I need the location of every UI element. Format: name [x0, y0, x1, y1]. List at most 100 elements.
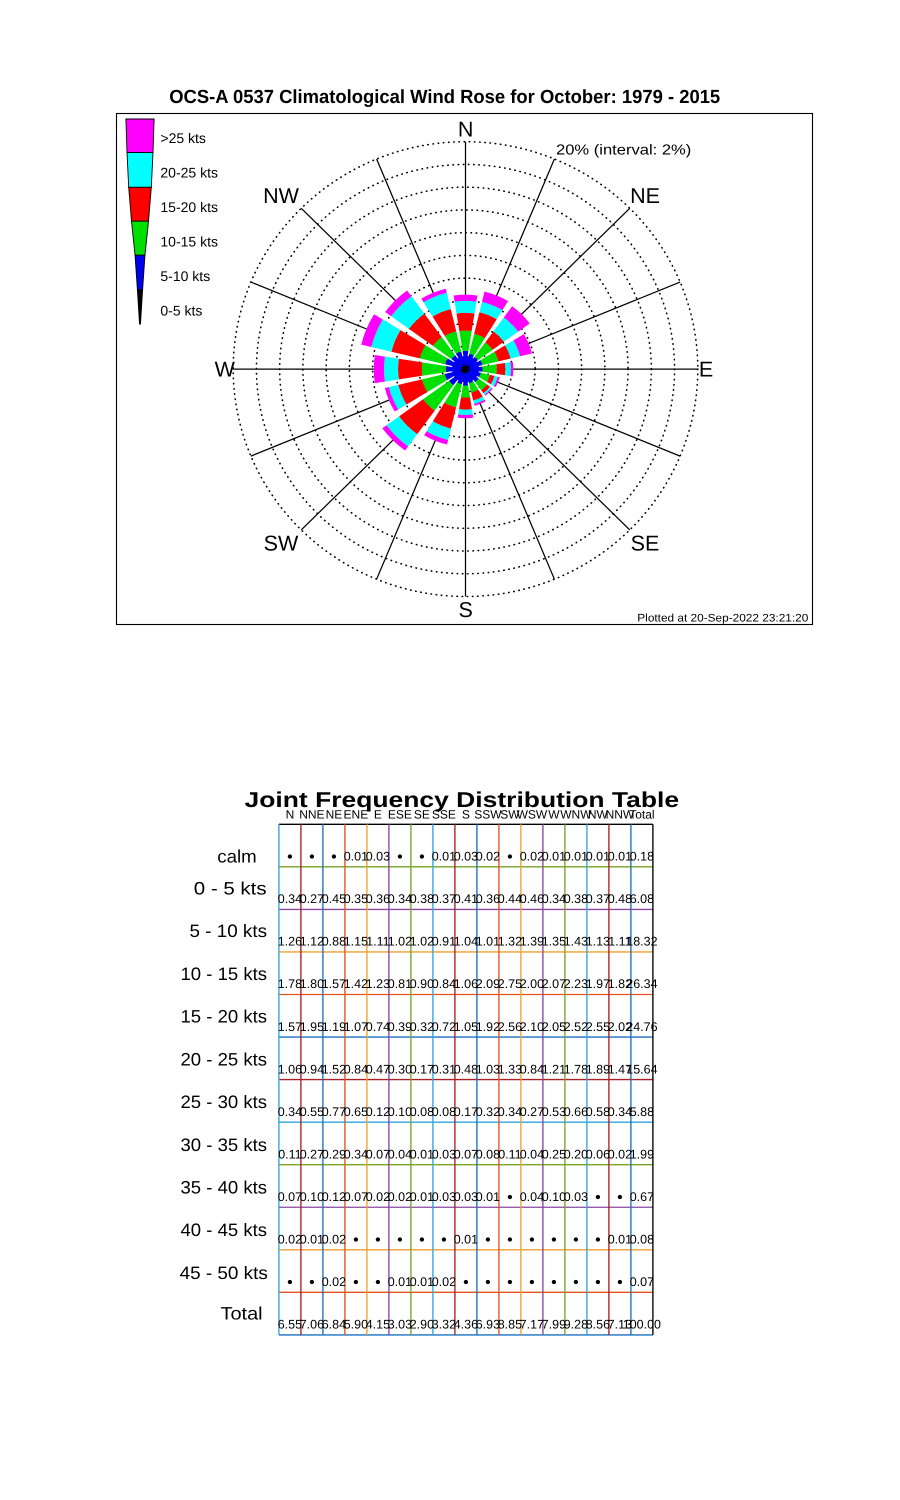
svg-text:0.17: 0.17 [454, 1105, 478, 1119]
svg-text:0.48: 0.48 [454, 1062, 478, 1076]
svg-text:0.65: 0.65 [344, 1105, 368, 1119]
svg-text:24.76: 24.76 [626, 1020, 657, 1034]
svg-text:20 - 25 kts: 20 - 25 kts [181, 1049, 268, 1069]
svg-text:0.08: 0.08 [630, 1233, 654, 1247]
svg-text:1.95: 1.95 [300, 1020, 324, 1034]
svg-text:1.78: 1.78 [278, 977, 302, 991]
svg-text:0.02: 0.02 [520, 850, 544, 864]
svg-text:0.84: 0.84 [344, 1062, 368, 1076]
svg-text:NNW: NNW [606, 808, 635, 822]
svg-text:9.28: 9.28 [564, 1318, 588, 1332]
svg-text:2.00: 2.00 [520, 977, 544, 991]
svg-text:0.44: 0.44 [498, 892, 522, 906]
svg-text:7.13: 7.13 [608, 1318, 632, 1332]
svg-text:10-15 kts: 10-15 kts [160, 234, 218, 250]
svg-text:1.06: 1.06 [454, 977, 478, 991]
svg-text:0.04: 0.04 [520, 1147, 544, 1161]
svg-text:0.01: 0.01 [608, 1233, 632, 1247]
svg-text:0.02: 0.02 [366, 1190, 390, 1204]
svg-text:NE: NE [630, 184, 660, 208]
svg-text:0.01: 0.01 [344, 850, 368, 864]
svg-text:0.27: 0.27 [300, 892, 324, 906]
svg-text:26.34: 26.34 [626, 977, 657, 991]
svg-text:0.48: 0.48 [608, 892, 632, 906]
svg-text:30 - 35 kts: 30 - 35 kts [181, 1135, 268, 1155]
svg-text:1.19: 1.19 [322, 1020, 346, 1034]
svg-text:6.84: 6.84 [322, 1318, 346, 1332]
svg-text:5.90: 5.90 [344, 1318, 368, 1332]
svg-text:0.01: 0.01 [388, 1275, 412, 1289]
svg-text:25 - 30 kts: 25 - 30 kts [181, 1092, 268, 1112]
svg-text:E: E [699, 358, 713, 382]
svg-text:0.47: 0.47 [366, 1062, 390, 1076]
svg-text:0.11: 0.11 [498, 1147, 521, 1161]
svg-text:0.08: 0.08 [432, 1105, 456, 1119]
svg-text:1.82: 1.82 [608, 977, 632, 991]
svg-text:45 - 50 kts: 45 - 50 kts [180, 1263, 268, 1283]
svg-text:SSW: SSW [474, 808, 502, 822]
svg-text:4.36: 4.36 [454, 1318, 478, 1332]
svg-text:0.01: 0.01 [432, 850, 456, 864]
svg-text:1.23: 1.23 [366, 977, 390, 991]
svg-text:10 - 15 kts: 10 - 15 kts [181, 964, 268, 984]
svg-text:Joint Frequency Distribution T: Joint Frequency Distribution Table [245, 788, 680, 812]
svg-text:1.52: 1.52 [322, 1062, 346, 1076]
svg-text:WSW: WSW [517, 808, 548, 822]
svg-text:0.02: 0.02 [388, 1190, 412, 1204]
svg-text:0.27: 0.27 [520, 1105, 544, 1119]
svg-text:S: S [459, 598, 473, 622]
svg-text:>25 kts: >25 kts [160, 130, 206, 146]
svg-text:0.01: 0.01 [542, 850, 566, 864]
svg-text:0.03: 0.03 [564, 1190, 588, 1204]
svg-text:0.32: 0.32 [410, 1020, 434, 1034]
svg-text:1.80: 1.80 [300, 977, 324, 991]
svg-text:15-20 kts: 15-20 kts [160, 199, 218, 215]
svg-text:E: E [374, 808, 382, 822]
svg-text:0.37: 0.37 [586, 892, 610, 906]
svg-text:0.90: 0.90 [410, 977, 434, 991]
svg-text:0.55: 0.55 [300, 1105, 324, 1119]
svg-text:1.05: 1.05 [454, 1020, 478, 1034]
svg-text:0.07: 0.07 [630, 1275, 654, 1289]
svg-text:0.07: 0.07 [454, 1147, 478, 1161]
svg-text:0-5 kts: 0-5 kts [160, 302, 202, 318]
svg-text:NW: NW [263, 184, 300, 208]
svg-text:0.31: 0.31 [432, 1062, 456, 1076]
svg-text:1.99: 1.99 [630, 1147, 654, 1161]
svg-text:1.12: 1.12 [300, 935, 324, 949]
svg-text:3.03: 3.03 [388, 1318, 412, 1332]
svg-text:SE: SE [631, 532, 660, 556]
svg-text:0.10: 0.10 [300, 1190, 324, 1204]
svg-text:100.00: 100.00 [623, 1318, 661, 1332]
svg-text:0.27: 0.27 [300, 1147, 324, 1161]
svg-text:6.55: 6.55 [278, 1318, 302, 1332]
svg-text:15.64: 15.64 [626, 1062, 657, 1076]
svg-text:Total: Total [629, 808, 654, 822]
svg-text:0.39: 0.39 [388, 1020, 412, 1034]
svg-text:2.05: 2.05 [542, 1020, 566, 1034]
svg-text:SW: SW [500, 808, 520, 822]
svg-text:S: S [462, 808, 470, 822]
svg-text:1.03: 1.03 [476, 1062, 500, 1076]
svg-text:1.35: 1.35 [542, 935, 566, 949]
svg-text:0.29: 0.29 [322, 1147, 346, 1161]
svg-text:0.12: 0.12 [366, 1105, 390, 1119]
svg-text:2.07: 2.07 [542, 977, 566, 991]
svg-text:ESE: ESE [388, 808, 412, 822]
svg-text:0.30: 0.30 [388, 1062, 412, 1076]
svg-text:2.52: 2.52 [564, 1020, 588, 1034]
svg-text:W: W [548, 808, 560, 822]
svg-text:0.03: 0.03 [432, 1190, 456, 1204]
svg-text:2.23: 2.23 [564, 977, 588, 991]
svg-text:0.34: 0.34 [344, 1147, 368, 1161]
svg-text:1.26: 1.26 [278, 935, 302, 949]
svg-text:0.36: 0.36 [476, 892, 500, 906]
svg-text:0.53: 0.53 [542, 1105, 566, 1119]
svg-text:1.47: 1.47 [608, 1062, 632, 1076]
svg-text:0.45: 0.45 [322, 892, 346, 906]
svg-text:2.02: 2.02 [608, 1020, 632, 1034]
svg-text:0.08: 0.08 [410, 1105, 434, 1119]
svg-text:NW: NW [588, 808, 609, 822]
svg-text:2.90: 2.90 [410, 1318, 434, 1332]
svg-text:35 - 40 kts: 35 - 40 kts [181, 1178, 268, 1198]
